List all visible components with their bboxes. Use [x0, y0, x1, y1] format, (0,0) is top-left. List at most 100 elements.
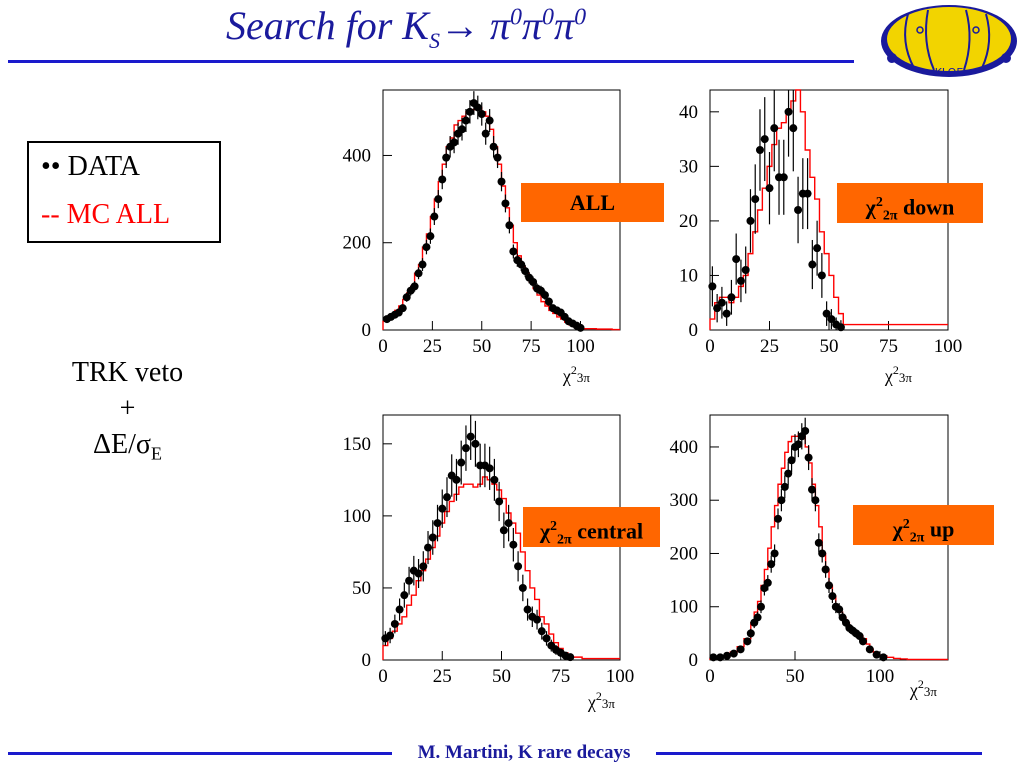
selection-cuts: TRK veto + ΔE/σE	[40, 355, 215, 472]
y-tick-label: 200	[670, 543, 699, 564]
data-point	[808, 485, 816, 494]
data-point	[410, 282, 419, 291]
data-point	[746, 629, 755, 638]
data-point	[732, 255, 741, 264]
x-tick-label: 50	[492, 666, 511, 687]
data-point	[814, 538, 823, 547]
legend-data: •• DATA	[41, 151, 141, 182]
data-point	[743, 637, 752, 646]
data-point	[804, 453, 813, 462]
x-tick-label: 25	[423, 336, 442, 357]
data-point	[544, 297, 553, 306]
x-tick-label: 50	[472, 336, 491, 357]
data-point	[818, 549, 827, 558]
x-axis-label: χ23π	[587, 689, 616, 712]
y-tick-label: 200	[343, 233, 372, 254]
data-point	[418, 260, 427, 269]
data-point	[481, 129, 490, 138]
data-point	[784, 469, 793, 478]
data-point	[501, 199, 510, 208]
data-point	[827, 315, 836, 324]
x-tick-label: 25	[433, 666, 452, 687]
y-tick-label: 20	[679, 211, 698, 232]
data-point	[859, 637, 867, 646]
data-point	[505, 221, 514, 230]
data-point	[753, 613, 762, 622]
data-point	[836, 323, 845, 332]
data-point	[770, 549, 779, 558]
data-point	[708, 282, 717, 291]
data-point	[540, 291, 549, 300]
title-sup: 0	[510, 4, 522, 31]
data-point	[774, 514, 782, 523]
data-point	[400, 591, 409, 600]
data-point	[414, 269, 423, 278]
mc-histogram	[709, 432, 948, 661]
cut-energy-sub: E	[150, 443, 162, 464]
data-point	[825, 581, 833, 590]
data-point	[803, 189, 812, 198]
data-point	[709, 653, 718, 662]
data-point	[813, 244, 822, 253]
data-point	[497, 177, 506, 186]
data-point	[770, 124, 779, 133]
x-axis-label: χ23π	[909, 677, 938, 700]
data-point	[426, 232, 435, 241]
y-tick-label: 30	[679, 156, 698, 177]
cut-trk-veto: TRK veto	[71, 357, 184, 388]
legend-mc: -- MC ALL	[41, 199, 171, 230]
data-point	[434, 195, 443, 204]
data-point	[727, 293, 736, 302]
data-point	[835, 605, 844, 614]
data-point	[458, 125, 466, 134]
data-point	[736, 276, 745, 285]
data-point	[499, 526, 508, 535]
data-point	[760, 135, 769, 144]
y-tick-label: 10	[679, 265, 698, 286]
data-point	[729, 649, 738, 658]
x-tick-label: 0	[705, 666, 715, 687]
data-point	[424, 543, 433, 552]
tag-up: χ22π up	[853, 505, 994, 546]
data-point	[452, 475, 461, 484]
cut-energy-text: ΔE/σ	[93, 429, 151, 460]
data-point	[794, 206, 803, 214]
data-point	[811, 496, 820, 505]
y-tick-label: 400	[343, 145, 372, 166]
data-point	[395, 605, 404, 614]
data-point	[821, 565, 830, 574]
data-point	[722, 309, 731, 318]
arrow-icon: →	[439, 3, 480, 48]
title-pi: π	[479, 3, 510, 48]
x-tick-label: 50	[786, 666, 805, 687]
data-point	[746, 216, 755, 225]
data-point	[438, 504, 447, 513]
data-point	[784, 107, 793, 116]
data-point	[736, 645, 745, 654]
data-point	[801, 426, 810, 435]
data-point	[402, 293, 411, 302]
x-axis-label: χ23π	[884, 363, 913, 386]
y-tick-label: 100	[343, 506, 372, 527]
y-tick-label: 0	[689, 320, 699, 341]
y-tick-label: 100	[670, 597, 699, 618]
data-point	[777, 496, 786, 505]
data-point	[485, 464, 494, 473]
footer: M. Martini, K rare decays	[417, 742, 631, 763]
mc-histogram	[709, 89, 948, 330]
data-point	[465, 107, 474, 116]
data-point	[713, 304, 722, 313]
y-tick-label: 0	[689, 650, 699, 671]
x-tick-label: 75	[522, 336, 541, 357]
title-pi: π	[554, 3, 575, 48]
data-point	[485, 116, 494, 125]
data-point	[493, 153, 502, 162]
data-point	[872, 650, 881, 659]
data-point	[537, 627, 546, 636]
data-point	[822, 309, 831, 318]
cut-energy: ΔE/σE	[40, 427, 215, 472]
data-point	[529, 278, 538, 286]
x-tick-label: 50	[820, 336, 839, 357]
x-axis-label: χ23π	[562, 363, 591, 386]
